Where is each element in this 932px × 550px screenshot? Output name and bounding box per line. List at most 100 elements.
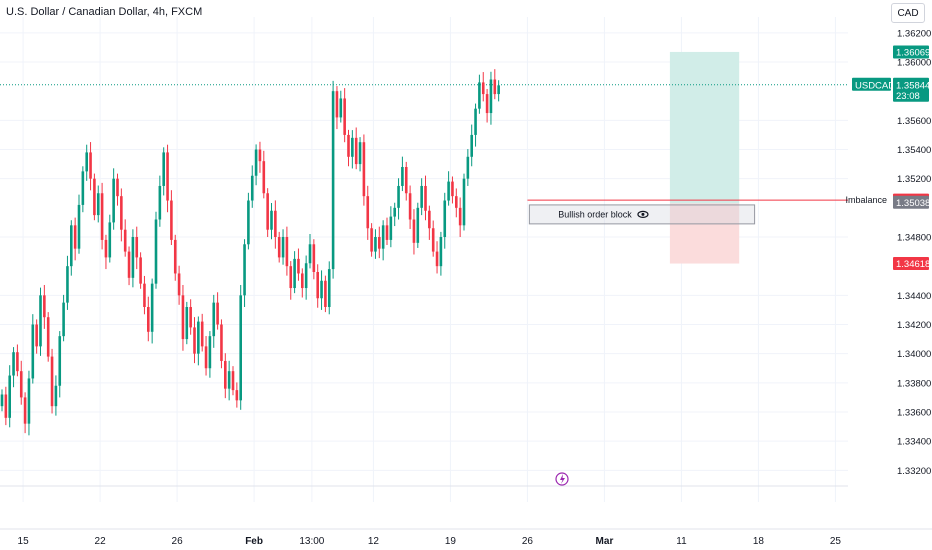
- x-tick-label: 12: [368, 536, 380, 547]
- candle-body: [89, 152, 92, 179]
- x-axis[interactable]: 15 22 26 Feb 13:00 12 19 26 Mar 11 18 25: [18, 536, 842, 547]
- current-price-label: 1.35844: [896, 80, 930, 91]
- symbol-tag-label: USDCAD: [855, 80, 895, 91]
- eye-icon[interactable]: [637, 210, 649, 218]
- candle-body: [239, 295, 242, 401]
- candle-body: [8, 375, 11, 418]
- price-tag-label: 1.36069: [896, 47, 930, 58]
- candle-body: [431, 228, 435, 252]
- candle-body: [370, 228, 373, 252]
- x-tick-label: 11: [676, 536, 687, 547]
- candle-body: [343, 98, 346, 135]
- candle-body: [351, 137, 354, 157]
- stop-zone[interactable]: [669, 203, 740, 264]
- candle-body: [173, 239, 177, 274]
- countdown-label: 23:08: [896, 91, 920, 102]
- candle-body: [270, 210, 273, 230]
- candle-body: [0, 394, 4, 407]
- candle-body: [135, 237, 139, 258]
- lightning-bolt: [560, 474, 565, 484]
- candle-body: [154, 219, 158, 284]
- target-zone[interactable]: [669, 51, 740, 204]
- eye-pupil: [641, 212, 645, 216]
- x-tick-label: 22: [95, 536, 107, 547]
- candle-body: [120, 196, 123, 230]
- candle-body: [77, 204, 81, 249]
- candle-body: [150, 283, 154, 332]
- candle-body: [397, 185, 400, 208]
- candle-body: [331, 91, 335, 270]
- candle-body: [243, 244, 246, 296]
- candle-body: [147, 307, 150, 332]
- candle-body: [181, 295, 185, 340]
- x-tick-label: 26: [172, 536, 184, 547]
- candle-body: [204, 346, 208, 369]
- y-tick-label: 1.33800: [897, 378, 931, 389]
- y-tick-label: 1.33200: [897, 466, 931, 477]
- candle-body: [247, 200, 250, 245]
- candle-body: [208, 336, 212, 369]
- candle-body: [123, 229, 127, 252]
- candle-body: [262, 161, 266, 194]
- candle-body: [358, 142, 362, 165]
- x-tick-label: 19: [445, 536, 457, 547]
- price-tag-label: 1.34618: [896, 259, 930, 270]
- price-tag-stop: [893, 257, 929, 271]
- candle-body: [424, 185, 427, 211]
- candle-body: [401, 167, 404, 186]
- currency-button[interactable]: CAD: [891, 3, 925, 23]
- candle-body: [35, 324, 38, 347]
- candle-body: [347, 134, 350, 157]
- candle-body: [23, 397, 27, 424]
- candle-body: [43, 295, 46, 318]
- x-tick-label: 15: [18, 536, 30, 547]
- candle-body: [193, 327, 196, 354]
- candles-group: [0, 69, 500, 436]
- x-tick-label: Mar: [596, 536, 614, 547]
- y-tick-label: 1.33400: [897, 437, 931, 448]
- candle-body: [297, 258, 300, 274]
- candle-body: [212, 302, 216, 337]
- candle-body: [366, 196, 370, 229]
- candle-body: [455, 196, 458, 208]
- order-block-label: Bullish order block: [558, 209, 632, 219]
- candle-body: [339, 98, 343, 118]
- candle-body: [481, 82, 485, 95]
- y-tick-label: 1.35200: [897, 174, 931, 185]
- candle-body: [389, 216, 393, 240]
- candle-body: [158, 185, 162, 220]
- eye-outline: [637, 210, 649, 218]
- candle-body: [200, 321, 204, 347]
- candle-body: [404, 167, 408, 194]
- order-block[interactable]: Bullish order block: [528, 204, 756, 225]
- candle-body: [143, 283, 146, 307]
- candle-body: [497, 85, 500, 95]
- y-tick-label: 1.34200: [897, 320, 931, 331]
- candle-body: [116, 178, 119, 197]
- candle-body: [50, 356, 54, 407]
- candle-body: [462, 178, 466, 226]
- candle-body: [385, 225, 389, 240]
- y-tick-label: 1.34000: [897, 349, 931, 360]
- candle-body: [451, 181, 454, 197]
- candle-body: [335, 91, 339, 118]
- candle-body: [139, 257, 142, 284]
- candle-body: [416, 207, 420, 243]
- candle-body: [31, 324, 35, 379]
- candle-body: [470, 134, 473, 157]
- price-tag-label: 1.35038: [896, 198, 930, 209]
- x-tick-label: 26: [522, 536, 534, 547]
- candle-body: [216, 302, 219, 325]
- candle-body: [250, 175, 254, 201]
- candle-body: [127, 251, 131, 278]
- candle-body: [301, 273, 304, 289]
- candle-body: [293, 258, 296, 289]
- grid-lines: [0, 17, 932, 530]
- y-axis[interactable]: 1.36200 1.36000 1.35600 1.35400 1.35200 1.348…: [897, 28, 931, 477]
- candle-body: [354, 137, 358, 165]
- candle-body: [408, 193, 412, 220]
- lightning-icon[interactable]: [555, 472, 569, 486]
- candle-body: [435, 251, 439, 267]
